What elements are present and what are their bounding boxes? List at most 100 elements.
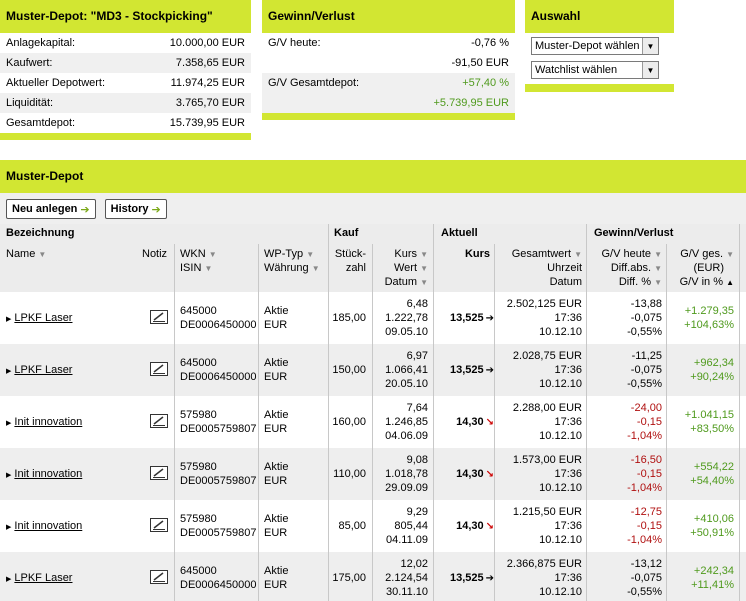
note-icon[interactable]: [150, 362, 168, 380]
gv-total-pct: +50,91%: [690, 527, 734, 539]
sort-datum-kauf[interactable]: Datum ▼: [384, 276, 428, 288]
sort-gv-heute[interactable]: G/V heute ▼: [601, 248, 662, 260]
sort-wkn[interactable]: WKN ▼: [180, 248, 217, 260]
table-row: ▶ LPKF Laser 645000 DE0006450000 Aktie EUR 185…: [0, 292, 746, 344]
sort-isin[interactable]: ISIN ▼: [180, 262, 213, 274]
trend-down-icon: ↘: [485, 521, 494, 532]
time-value: 17:36: [554, 312, 582, 324]
sort-gv-ges[interactable]: G/V ges. ▼: [680, 248, 734, 260]
diff-pct-value: -1,04%: [627, 482, 662, 494]
buy-date-value: 09.05.10: [385, 326, 428, 338]
date-value: 10.12.10: [539, 378, 582, 390]
quantity-value: 185,00: [332, 312, 366, 324]
column-divider: [258, 244, 259, 601]
new-button[interactable]: Neu anlegen ➔: [6, 199, 96, 219]
watchlist-select[interactable]: Watchlist wählen ▼: [531, 61, 659, 79]
security-name-link[interactable]: ▶ Init innovation: [6, 416, 83, 428]
expand-triangle-icon: ▶: [6, 420, 12, 427]
wptyp-value: Aktie: [264, 305, 289, 317]
security-name-link[interactable]: ▶ LPKF Laser: [6, 312, 73, 324]
security-name-link[interactable]: ▶ LPKF Laser: [6, 572, 73, 584]
diff-abs-value: -0,075: [630, 572, 662, 584]
gv-total-value: +410,06: [693, 513, 734, 525]
sort-gv-pct[interactable]: G/V in % ▲: [679, 276, 734, 288]
portfolio-table: Bezeichnung Kauf Aktuell Gewinn/Verlust …: [0, 224, 746, 601]
note-icon[interactable]: [150, 466, 168, 484]
total-value: 1.215,50 EUR: [512, 506, 582, 518]
time-value: 17:36: [554, 520, 582, 532]
column-divider: [174, 244, 175, 601]
total-value: 2.366,875 EUR: [506, 558, 582, 570]
currency-value: EUR: [264, 527, 288, 539]
auswahl-title: Auswahl: [525, 0, 674, 33]
gv-heute-abs-row: -91,50 EUR: [451, 57, 509, 69]
buy-value-value: 1.066,41: [385, 364, 428, 376]
buy-date-value: 30.11.10: [385, 586, 428, 598]
depot-select[interactable]: Muster-Depot wählen ▼: [531, 37, 659, 55]
security-name-link[interactable]: ▶ Init innovation: [6, 520, 83, 532]
diff-abs-value: -0,15: [636, 520, 662, 532]
time-value: 17:36: [554, 468, 582, 480]
sort-down-icon: ▼: [726, 250, 734, 259]
buy-value-value: 1.222,78: [385, 312, 428, 324]
gv-today-value: -12,75: [630, 506, 662, 518]
expand-triangle-icon: ▶: [6, 576, 12, 583]
sort-name[interactable]: Name ▼: [6, 248, 47, 260]
note-icon[interactable]: [150, 310, 168, 328]
date-value: 10.12.10: [539, 430, 582, 442]
gv-total-value: +554,22: [693, 461, 734, 473]
quantity-value: 85,00: [338, 520, 366, 532]
trend-down-icon: ↘: [485, 417, 494, 428]
chevron-down-icon[interactable]: ▼: [642, 62, 658, 78]
quantity-value: 110,00: [333, 468, 366, 480]
diff-abs-value: -0,075: [630, 364, 662, 376]
currency-value: EUR: [264, 371, 288, 383]
sort-down-icon: ▼: [654, 278, 662, 287]
diff-abs-value: -0,15: [636, 468, 662, 480]
current-price: 14,30 ↘: [456, 520, 494, 532]
note-icon[interactable]: [150, 414, 168, 432]
sort-down-icon: ▼: [208, 250, 217, 259]
sort-up-icon: ▲: [726, 278, 734, 287]
expand-triangle-icon: ▶: [6, 316, 12, 323]
gv-total-pct: +54,40%: [690, 475, 734, 487]
table-row: ▶ Init innovation 575980 DE0005759807 Aktie E…: [0, 500, 746, 552]
sort-diff-abs[interactable]: Diff.abs. ▼: [610, 262, 662, 274]
sort-waehrung[interactable]: Währung ▼: [264, 262, 320, 274]
currency-value: EUR: [264, 319, 288, 331]
isin-value: DE0006450000: [180, 319, 257, 331]
current-price: 13,525 ➔: [449, 364, 494, 376]
buy-price-value: 6,48: [406, 298, 428, 310]
sort-kurs-kauf[interactable]: Kurs ▼: [394, 248, 428, 260]
gv-total-pct: +83,50%: [690, 423, 734, 435]
gv-gesamt-row: G/V Gesamtdepot: +57,40 %: [262, 73, 515, 93]
security-name-link[interactable]: ▶ Init innovation: [6, 468, 83, 480]
sort-wert[interactable]: Wert ▼: [393, 262, 428, 274]
diff-pct-value: -1,04%: [627, 534, 662, 546]
isin-value: DE0006450000: [180, 371, 257, 383]
security-name-link[interactable]: ▶ LPKF Laser: [6, 364, 73, 376]
isin-value: DE0005759807: [180, 423, 257, 435]
header-kauf: Kauf: [334, 227, 359, 239]
history-button[interactable]: History ➔: [104, 199, 167, 219]
sort-down-icon: ▼: [204, 264, 213, 273]
header-notiz: Notiz: [142, 248, 168, 260]
gv-total-value: +1.279,35: [684, 305, 734, 317]
note-icon[interactable]: [150, 518, 168, 536]
column-divider: [372, 244, 373, 601]
header-stueck: Stück-: [334, 248, 366, 260]
depotwert-row: Aktueller Depotwert: 11.974,25 EUR: [6, 77, 245, 89]
date-value: 10.12.10: [539, 534, 582, 546]
sort-down-icon: ▼: [420, 278, 428, 287]
wptyp-value: Aktie: [264, 409, 289, 421]
diff-pct-value: -0,55%: [627, 586, 662, 598]
liquiditaet-row: Liquidität: 3.765,70 EUR: [0, 93, 251, 113]
sort-diff-pct[interactable]: Diff. % ▼: [618, 276, 662, 288]
chevron-down-icon[interactable]: ▼: [642, 38, 658, 54]
sort-wptyp[interactable]: WP-Typ ▼: [264, 248, 315, 260]
panel-footer: [525, 84, 674, 92]
table-row: ▶ LPKF Laser 645000 DE0006450000 Aktie EUR 150…: [0, 344, 746, 396]
sort-gesamtwert[interactable]: Gesamtwert ▼: [511, 248, 582, 260]
buy-price-value: 7,64: [406, 402, 428, 414]
note-icon[interactable]: [150, 570, 168, 588]
